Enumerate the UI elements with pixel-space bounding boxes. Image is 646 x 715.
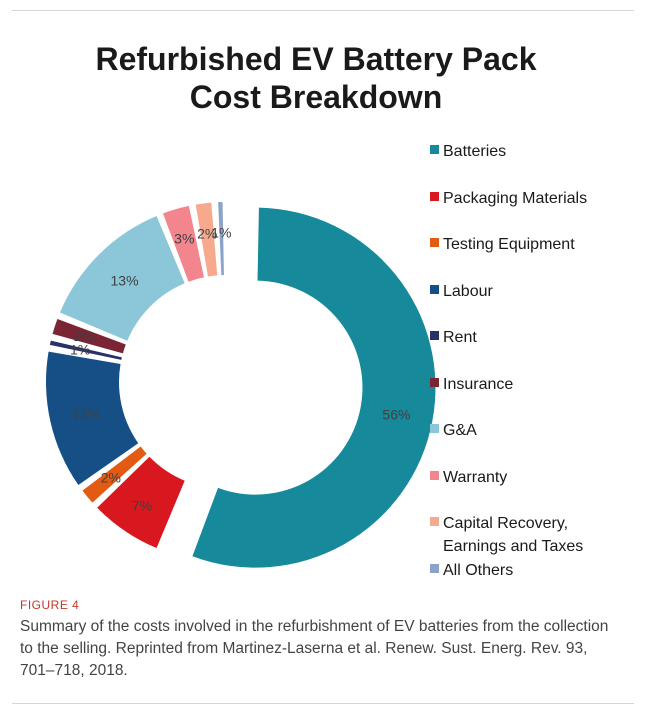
- slice-data-label: 1%: [70, 341, 90, 357]
- donut-chart: 56%7%2%13%1%2%13%3% 2%1%: [46, 202, 436, 568]
- legend-label: Labour: [443, 282, 493, 300]
- bottom-divider: [12, 703, 634, 704]
- pie-slice-rent: [49, 340, 122, 360]
- legend-swatch: [430, 284, 439, 294]
- legend-label: All Others: [443, 561, 514, 579]
- legend-swatch: [430, 424, 439, 433]
- slice-data-label: 1%: [211, 225, 231, 241]
- pie-slice-capital-recovery-earnings-and-taxes: [195, 202, 218, 277]
- legend-label: Capital Recovery, Earnings and Taxes: [443, 515, 584, 555]
- slice-data-label: 2%: [197, 226, 217, 242]
- legend-swatch: [430, 238, 439, 247]
- pie-slice-labour: [46, 351, 139, 485]
- pie-slice-warranty: [162, 205, 204, 282]
- legend-item: G&A: [430, 419, 477, 442]
- legend-swatch: [430, 377, 439, 387]
- pie-slice-insurance: [52, 318, 126, 354]
- legend-item: Insurance: [430, 373, 513, 396]
- slice-data-label: 13%: [111, 273, 139, 289]
- figure-label: FIGURE 4: [20, 598, 80, 612]
- legend-label: Batteries: [443, 143, 507, 160]
- legend-swatch: [430, 563, 439, 573]
- legend-item: Warranty: [430, 466, 507, 489]
- legend-item: Testing Equipment: [430, 233, 575, 256]
- pie-slice-packaging-materials: [97, 456, 185, 549]
- slice-data-label: 13%: [72, 405, 100, 421]
- legend-swatch: [430, 470, 439, 480]
- slice-data-label: 3%: [174, 230, 194, 246]
- legend-item: Rent: [430, 326, 477, 349]
- legend-label: Warranty: [443, 468, 508, 486]
- top-divider: [12, 10, 634, 11]
- slice-data-label: 2%: [74, 328, 94, 344]
- legend-label: G&A: [443, 422, 477, 439]
- pie-slice-all-others: [218, 202, 224, 276]
- legend-item: Batteries: [430, 140, 506, 163]
- legend-swatch: [430, 331, 439, 340]
- figure-caption: Summary of the costs involved in the ref…: [20, 618, 609, 679]
- legend-item: Labour: [430, 280, 493, 303]
- pie-slice-testing-equipment: [82, 446, 147, 503]
- pie-slice-batteries: [192, 207, 436, 568]
- legend-item: All Others: [430, 559, 513, 582]
- legend-swatch: [430, 191, 439, 201]
- legend-label: Insurance: [443, 375, 514, 393]
- pie-slice-g-a: [59, 215, 185, 341]
- legend-item: Packaging Materials: [430, 187, 587, 210]
- legend-label: Rent: [443, 329, 477, 346]
- legend-label: Packaging Materials: [443, 189, 588, 207]
- slice-data-label: 2%: [101, 469, 121, 485]
- slice-data-label: 56%: [382, 407, 410, 423]
- chart-title: Refurbished EV Battery Pack Cost Breakdow…: [95, 41, 537, 115]
- legend-label: Testing Equipment: [443, 236, 575, 253]
- legend-item: Capital Recovery, Earnings and Taxes: [430, 512, 583, 558]
- legend-swatch: [430, 517, 439, 526]
- slice-data-label: 7%: [132, 498, 152, 514]
- legend-swatch: [430, 145, 439, 154]
